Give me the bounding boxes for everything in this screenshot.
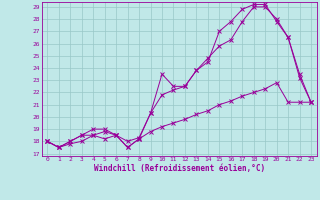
X-axis label: Windchill (Refroidissement éolien,°C): Windchill (Refroidissement éolien,°C) xyxy=(94,164,265,173)
